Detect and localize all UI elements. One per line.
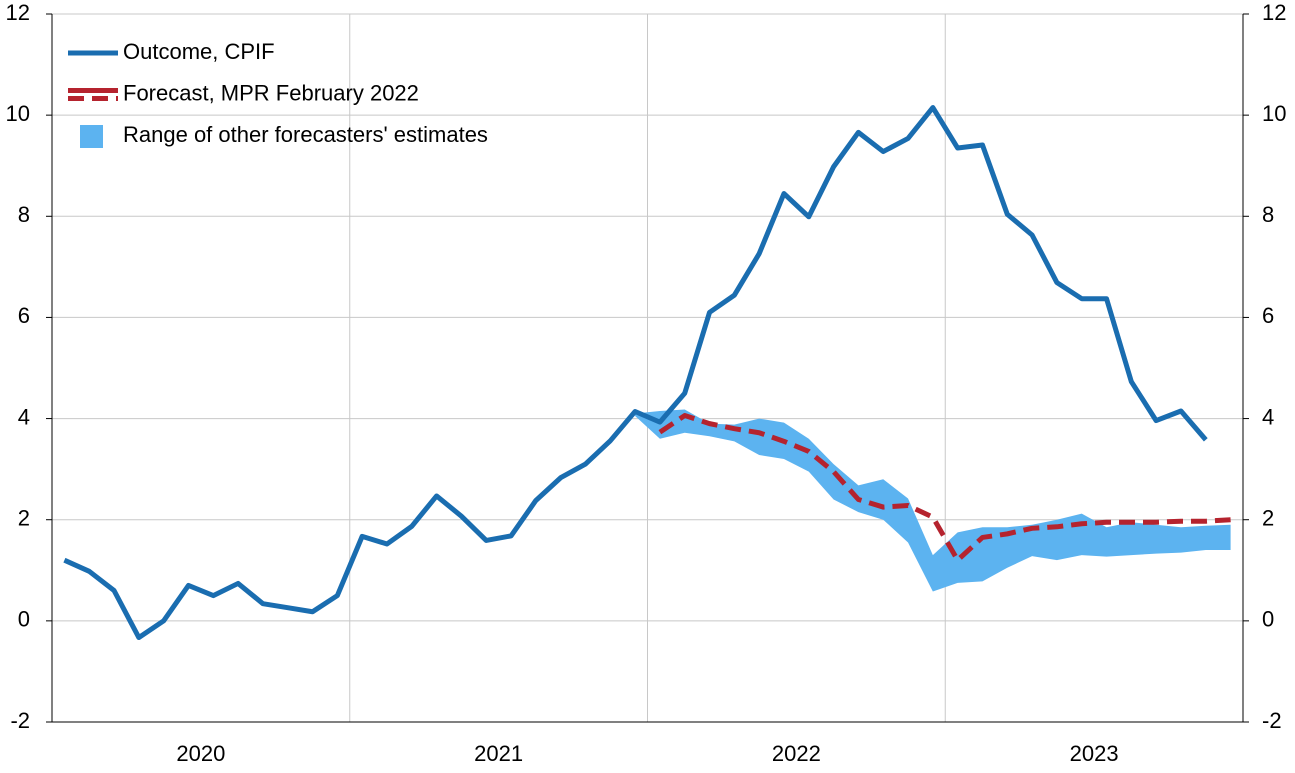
legend-label: Range of other forecasters' estimates [123, 122, 488, 147]
x-tick-label: 2021 [474, 741, 523, 766]
y2-tick-label: 0 [1262, 607, 1274, 632]
y-tick-label: 12 [6, 0, 30, 25]
legend-label: Outcome, CPIF [123, 39, 275, 64]
x-tick-label: 2022 [772, 741, 821, 766]
y2-tick-label: 4 [1262, 404, 1274, 429]
y-tick-label: 6 [18, 303, 30, 328]
y-tick-label: 0 [18, 607, 30, 632]
y-tick-label: 8 [18, 202, 30, 227]
y2-tick-label: 10 [1262, 101, 1286, 126]
y-tick-label: 4 [18, 404, 30, 429]
y2-tick-label: 6 [1262, 303, 1274, 328]
y-tick-label: 10 [6, 101, 30, 126]
legend-swatch [80, 125, 103, 148]
y2-tick-label: 8 [1262, 202, 1274, 227]
y2-tick-label: -2 [1262, 708, 1282, 733]
legend-label: Forecast, MPR February 2022 [123, 80, 419, 105]
y-tick-label: -2 [10, 708, 30, 733]
x-tick-label: 2020 [176, 741, 225, 766]
y-tick-label: 2 [18, 506, 30, 531]
outcome-line [63, 105, 1208, 641]
forecast-line [658, 413, 1231, 563]
y2-tick-label: 12 [1262, 0, 1286, 25]
x-tick-label: 2023 [1070, 741, 1119, 766]
y2-tick-label: 2 [1262, 506, 1274, 531]
range-band [635, 409, 1231, 592]
